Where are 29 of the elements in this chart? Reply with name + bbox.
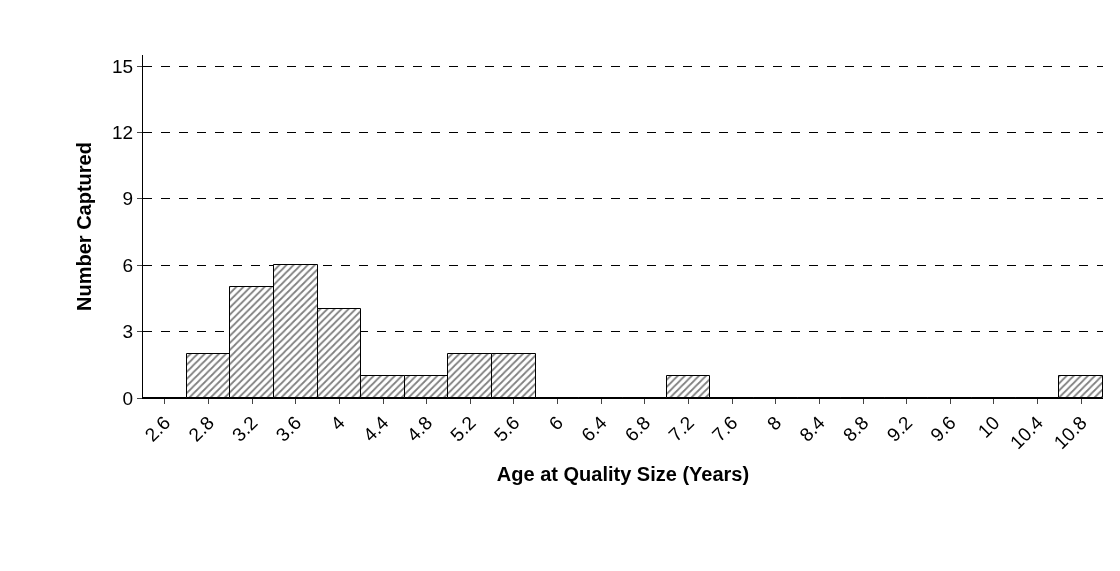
x-tick-label: 8.4: [795, 411, 830, 446]
x-axis-title: Age at Quality Size (Years): [496, 463, 750, 486]
y-tick-label: 0: [122, 387, 134, 409]
x-tick-label: 4.8: [402, 412, 437, 446]
y-tick-label: 9: [122, 188, 134, 210]
y-axis-title: Number Captured: [72, 142, 95, 311]
y-tick-label: 15: [112, 55, 134, 77]
x-tick-label: 7.6: [708, 412, 742, 446]
x-tick-label: 5.6: [489, 412, 524, 446]
y-tick-label: 6: [122, 254, 134, 276]
x-tick-label: 4.4: [359, 411, 393, 446]
x-tick-label: 5.2: [446, 412, 480, 446]
x-tick-label: 6: [544, 412, 568, 435]
x-tick-label: 7.2: [664, 412, 698, 446]
x-tick-label: 8: [762, 412, 786, 435]
x-tick-label: 4: [326, 411, 350, 435]
y-tick-label: 3: [122, 321, 134, 343]
x-tick-label: 2.8: [184, 412, 218, 446]
x-tick-label: 3.6: [271, 412, 306, 446]
x-tick-label: 9.6: [926, 412, 960, 446]
x-tick-label: 8.8: [839, 412, 873, 446]
x-tick-label: 9.2: [882, 412, 917, 446]
x-tick-label: 2.6: [140, 412, 175, 446]
y-tick-label: 12: [112, 122, 134, 144]
x-tick-label: 6.8: [620, 412, 655, 446]
x-tick-label: 10: [973, 412, 1004, 442]
x-tick-label: 6.4: [577, 411, 612, 446]
x-tick-label: 3.2: [228, 412, 262, 446]
x-tick-label: 10.8: [1049, 412, 1091, 453]
